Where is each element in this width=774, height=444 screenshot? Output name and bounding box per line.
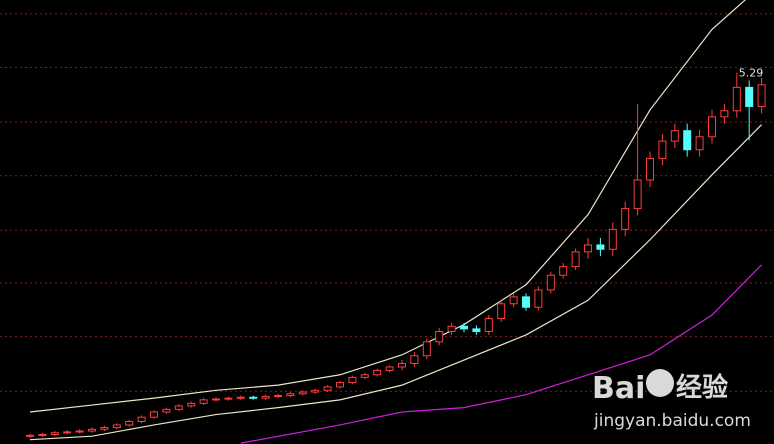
- candle-body: [187, 402, 196, 407]
- watermark-brand: Bai: [592, 371, 645, 406]
- candle-body: [311, 389, 320, 393]
- candle-body: [621, 208, 630, 230]
- candle-body: [323, 386, 332, 391]
- candle-body: [162, 408, 171, 413]
- candle-body: [50, 432, 59, 435]
- candle-body: [422, 341, 431, 357]
- candle-body: [596, 244, 605, 250]
- candle-body: [559, 266, 568, 276]
- candle-body: [348, 376, 357, 384]
- candle-body: [695, 136, 704, 151]
- candle-body: [460, 325, 468, 330]
- candle-body: [112, 424, 121, 429]
- candle-body: [360, 374, 369, 378]
- candle-body: [670, 130, 679, 142]
- candle-body: [236, 396, 245, 399]
- candle-body: [708, 116, 716, 138]
- candle-body: [336, 382, 344, 388]
- candle-body: [75, 430, 84, 433]
- candle-body: [509, 296, 518, 305]
- candle-body: [658, 140, 667, 159]
- candle-body: [757, 84, 766, 107]
- candle-body: [150, 411, 158, 418]
- max-label: 5.29: [739, 67, 764, 80]
- candle-body: [522, 296, 530, 308]
- candle-body: [88, 428, 96, 432]
- band-line: [29, 0, 746, 413]
- candle-body: [584, 244, 592, 253]
- candle-body: [435, 330, 444, 343]
- candle-body: [447, 325, 456, 332]
- band-line: [240, 264, 763, 444]
- paw-icon: [646, 369, 674, 397]
- candle-body: [745, 86, 754, 107]
- band-line: [29, 124, 763, 441]
- candle-body: [534, 289, 543, 308]
- watermark-url: jingyan.baidu.com: [593, 411, 751, 431]
- candle-body: [608, 228, 617, 250]
- candle-body: [546, 274, 555, 291]
- candle-body: [274, 395, 282, 398]
- candle-body: [261, 395, 270, 399]
- candle-body: [683, 130, 692, 151]
- candle-body: [571, 251, 580, 268]
- candle-body: [199, 399, 208, 404]
- candle-body: [410, 355, 419, 365]
- candle-body: [646, 157, 654, 181]
- candle-body: [249, 396, 258, 399]
- watermark-product: 经验: [676, 372, 728, 403]
- candle-body: [63, 431, 72, 434]
- candle-body: [497, 303, 506, 320]
- candle-body: [286, 393, 295, 397]
- candle-body: [732, 86, 741, 112]
- candle-body: [38, 433, 47, 436]
- candle-body: [484, 318, 493, 332]
- candle-body: [633, 179, 642, 210]
- candle-body: [212, 398, 220, 401]
- candle-body: [373, 369, 382, 376]
- candle-body: [26, 434, 34, 437]
- candle-body: [100, 427, 109, 430]
- watermark: Bai 经验 jingyan.baidu.com: [592, 369, 751, 431]
- candle-body: [720, 110, 729, 118]
- candle-body: [385, 366, 394, 371]
- candle-body: [137, 416, 146, 422]
- candle-body: [298, 391, 307, 395]
- candle-body: [174, 405, 183, 410]
- candle-body: [224, 397, 233, 400]
- candle-body: [472, 328, 481, 332]
- candle-body: [398, 363, 406, 368]
- candle-body: [125, 420, 134, 426]
